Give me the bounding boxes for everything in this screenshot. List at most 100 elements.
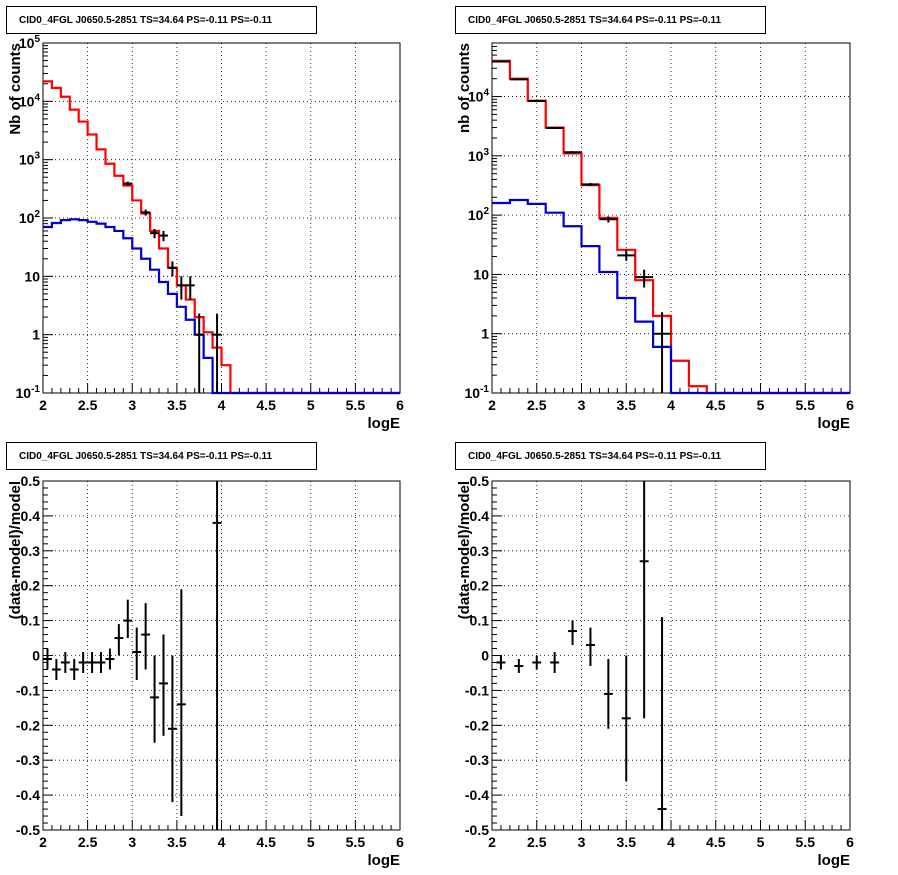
y-tick-label: -0.1 [465,682,489,698]
data-point [657,617,667,830]
data-point [545,126,564,129]
x-tick-label: 2 [488,397,496,413]
x-tick-label: 2.5 [78,834,98,850]
data-point [585,627,595,666]
x-axis-label: logE [368,415,401,432]
data-point [194,313,204,393]
data-point [96,652,106,673]
y-axis: 10-1 1 10 102 103 104 [465,42,502,401]
x-tick-label: 5.5 [346,834,366,850]
x-axis-label: logE [818,415,851,432]
x-tick-label: 5 [307,397,315,413]
total_model-histogram [492,59,850,395]
data-point [159,634,168,736]
x-tick-label: 3 [578,834,586,850]
y-tick-label: -0.4 [16,787,40,803]
y-tick-label: 1 [481,326,489,342]
data-point [496,655,506,670]
data-point [617,249,636,261]
data-point [185,276,195,300]
data-point [60,652,70,673]
chart-title: CID0_4FGL J0650.5-2851 TS=34.64 PS=-0.11… [6,6,317,34]
x-axis: 2 2.5 3 3.5 4 4.5 5 5.5 6 [488,820,854,850]
data-point [603,658,613,729]
data-point [492,60,510,63]
x-axis: 2 2.5 3 3.5 4 4.5 5 5.5 6 [39,820,404,850]
x-tick-label: 4 [667,397,675,413]
data-point [132,627,142,680]
y-axis-label: Nb of counts [7,43,24,135]
y-tick-label: 10 [24,268,40,284]
data-point [212,313,222,393]
y-tick-label: 104 [19,92,41,109]
x-tick-label: 5.5 [796,397,816,413]
data-point [527,100,546,103]
chart-svg: 2 2.5 3 3.5 4 4.5 5 5.5 6 logE 10-1 1 10 102 103 104 105… [7,34,404,432]
x-tick-label: 4.5 [256,397,276,413]
x-tick-label: 5 [757,834,765,850]
y-tick-label: 1 [32,327,40,343]
x-axis-label: logE [818,852,851,869]
x-tick-label: 3 [578,397,586,413]
y-tick-label: 102 [468,206,490,223]
y-tick-label: -0.3 [16,752,40,768]
x-tick-label: 4.5 [706,397,726,413]
y-tick-label: 0.2 [21,578,41,594]
y-axis: -0.5 -0.4 -0.3 -0.2 -0.1 0 0.1 0.2 0.3 0.4 0.5 [465,473,502,838]
data-point [176,276,186,300]
x-tick-label: 3 [128,834,136,850]
x-tick-label: 3.5 [617,397,637,413]
total_model-histogram [43,80,400,395]
chart-svg: 2 2.5 3 3.5 4 4.5 5 5.5 6logE-0.5-0.4-0.3-0.2-0.… [456,473,854,869]
chart-svg: 2 2.5 3 3.5 4 4.5 5 5.5 6logE-0.5-0.4-0.3-0.2-0.… [7,473,404,869]
data-points [492,60,671,393]
x-tick-label: 2 [488,834,496,850]
y-tick-label: -0.2 [465,717,489,733]
y-tick-label: 0.5 [470,473,490,489]
data-point [563,151,582,154]
y-tick-label: -0.5 [16,822,40,838]
data-point [69,658,79,680]
x-tick-label: 2.5 [78,397,98,413]
chart-panel-residual-left: CID0_4FGL J0650.5-2851 TS=34.64 PS=-0.11… [0,437,449,875]
x-tick-label: 5.5 [346,397,366,413]
x-axis: 2 2.5 3 3.5 4 4.5 5 5.5 6 [488,383,854,413]
data-point [78,652,88,673]
x-tick-label: 3.5 [167,834,187,850]
y-tick-label: -0.5 [465,822,489,838]
y-tick-label: -0.2 [16,717,40,733]
y-tick-label: 0.3 [21,543,41,559]
chart-svg: 2 2.5 3 3.5 4 4.5 5 5.5 6 logE 10-1 1 10 102 103 104nb … [456,42,854,432]
data-point [141,603,151,670]
data-point [653,312,671,393]
x-tick-label: 2 [39,834,47,850]
y-axis: -0.5 -0.4 -0.3 -0.2 -0.1 0 0.1 0.2 0.3 0.4 0.5 [16,473,53,838]
x-tick-label: 3 [128,397,136,413]
grid-lines [42,480,401,831]
y-axis-label: nb of counts [456,43,473,133]
data-point [550,652,560,673]
y-axis-label: (data-model)/model [456,481,473,619]
data-point [509,78,528,81]
x-tick-label: 2 [39,397,47,413]
x-tick-label: 6 [846,397,854,413]
chart-title: CID0_4FGL J0650.5-2851 TS=34.64 PS=-0.11… [455,442,766,470]
x-tick-label: 5.5 [796,834,816,850]
y-tick-label: 10 [473,266,489,282]
chart-panel-counts-left: CID0_4FGL J0650.5-2851 TS=34.64 PS=-0.11… [0,0,449,437]
y-tick-label: 0.4 [470,508,490,524]
data-point [43,648,52,670]
y-tick-label: 0 [32,648,40,664]
y-axis: 10-1 1 10 102 103 104 105 [16,34,53,401]
x-tick-label: 4.5 [706,834,726,850]
y-tick-label: 0.1 [21,613,41,629]
chart-panel-residual-right: CID0_4FGL J0650.5-2851 TS=34.64 PS=-0.11… [449,437,898,875]
data-points [496,481,667,830]
x-tick-label: 6 [396,834,404,850]
data-point [635,269,654,288]
data-point [167,655,177,803]
y-tick-label: 103 [19,151,41,168]
data-point [123,181,133,186]
data-point [639,481,649,719]
data-point [51,658,61,680]
